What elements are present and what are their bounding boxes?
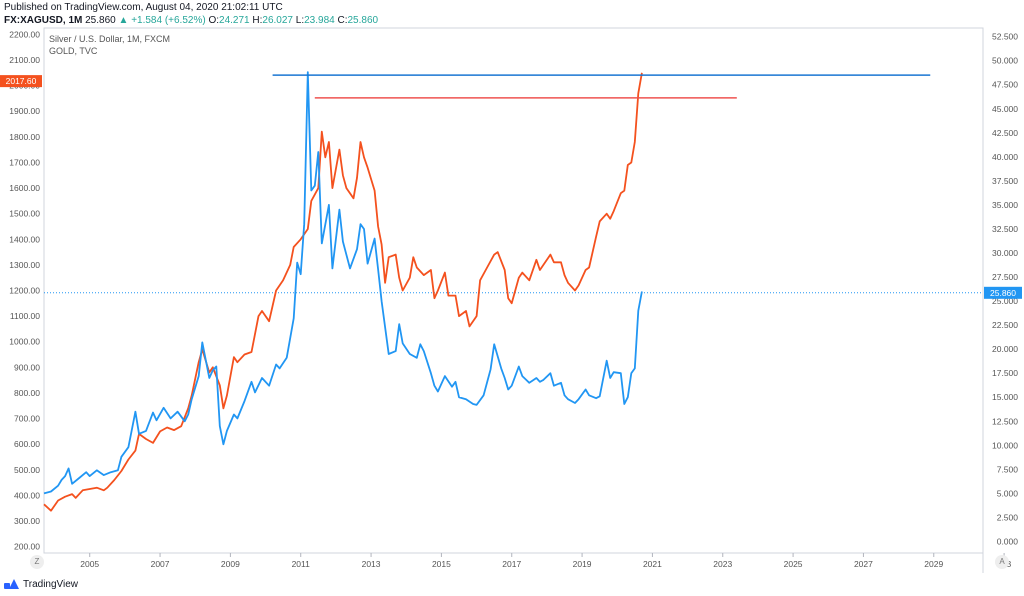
chart-legend: Silver / U.S. Dollar, 1M, FXCM GOLD, TVC [49, 33, 170, 57]
up-arrow-icon: ▲ [118, 15, 129, 26]
silver-last-value-badge [984, 286, 1022, 299]
left-tick-label: 900.00 [14, 362, 40, 372]
time-tick-label: 2015 [432, 559, 451, 569]
silver-series-line [43, 71, 643, 495]
time-tick-label: 2007 [151, 559, 170, 569]
tradingview-logo-icon [4, 578, 20, 590]
right-tick-label: 37.500 [992, 176, 1018, 186]
left-tick-label: 200.00 [14, 542, 40, 552]
left-tick-label: 1700.00 [9, 157, 40, 167]
right-tick-label: 30.000 [992, 248, 1018, 258]
close-label: C: [337, 15, 348, 26]
time-tick-label: 2027 [854, 559, 873, 569]
left-tick-label: 700.00 [14, 414, 40, 424]
right-tick-label: 17.500 [992, 368, 1018, 378]
right-tick-label: 47.500 [992, 80, 1018, 90]
left-tick-label: 600.00 [14, 439, 40, 449]
left-tick-label: 1400.00 [9, 234, 40, 244]
time-tick-label: 2023 [713, 559, 732, 569]
series-lines [43, 71, 643, 512]
time-tick-label: 2019 [573, 559, 592, 569]
right-tick-label: 0.000 [997, 536, 1019, 546]
right-axis: 0.000 2.500 5.000 7.500 10.000 12.500 15.000 17… [992, 32, 1018, 547]
left-tick-label: 300.00 [14, 516, 40, 526]
open-label: O: [208, 15, 220, 26]
silver-last-value-text: 25.860 [990, 288, 1016, 298]
right-tick-label: 12.500 [992, 416, 1018, 426]
right-tick-label: 45.000 [992, 104, 1018, 114]
symbol-name[interactable]: FX:XAGUSD, 1M [4, 15, 83, 26]
right-tick-label: 52.500 [992, 32, 1018, 42]
time-tick-label: 2021 [643, 559, 662, 569]
low-value: 23.984 [304, 15, 335, 26]
time-tick-label: 2011 [292, 559, 311, 569]
right-tick-label: 22.500 [992, 320, 1018, 330]
symbol-header: FX:XAGUSD, 1M 25.860 ▲ +1.584 (+6.52%) O… [4, 15, 378, 26]
right-tick-label: 2.500 [997, 512, 1019, 522]
left-tick-label: 800.00 [14, 388, 40, 398]
left-tick-label: 400.00 [14, 490, 40, 500]
close-value: 25.860 [347, 15, 379, 26]
plot-frame [43, 27, 984, 554]
left-tick-label: 1600.00 [9, 183, 40, 193]
left-tick-label: 1900.00 [9, 106, 40, 116]
left-tick-label: 2200.00 [9, 29, 40, 39]
left-tick-label: 1500.00 [9, 209, 40, 219]
gold-last-value-badge [0, 75, 42, 88]
right-tick-label: 7.500 [997, 464, 1019, 474]
gold-series-line [43, 72, 643, 512]
high-value: 26.027 [262, 15, 293, 26]
legend-silver[interactable]: Silver / U.S. Dollar, 1M, FXCM [49, 34, 171, 44]
left-tick-label: 1100.00 [10, 311, 40, 321]
gold-last-value-text: 2017.60 [6, 76, 37, 86]
legend-gold[interactable]: GOLD, TVC [49, 46, 98, 56]
time-tick-label: 2025 [784, 559, 803, 569]
auto-scale-left-button[interactable]: Z [30, 555, 44, 569]
left-tick-label: 1300.00 [9, 260, 40, 270]
time-tick-label: 2013 [362, 559, 381, 569]
right-tick-label: 15.000 [992, 392, 1018, 402]
right-tick-label: 35.000 [992, 200, 1018, 210]
right-tick-label: 5.000 [997, 488, 1019, 498]
tradingview-logo[interactable]: TradingView [4, 578, 78, 590]
left-axis: 200.00 300.00 400.00 500.00 600.00 700.00 800.… [9, 29, 40, 551]
time-tick-label: 2029 [924, 559, 943, 569]
right-tick-label: 42.500 [992, 128, 1018, 138]
published-header: Published on TradingView.com, August 04,… [4, 2, 283, 13]
time-axis: 2005 2007 2009 2011 2013 2015 2017 2019 2021 2023… [80, 553, 1011, 569]
right-tick-label: 32.500 [992, 224, 1018, 234]
tradingview-brand: TradingView [23, 578, 79, 590]
right-tick-label: 50.000 [992, 56, 1018, 66]
auto-scale-right-button[interactable]: A [995, 555, 1009, 569]
time-tick-label: 2009 [221, 559, 240, 569]
left-tick-label: 1800.00 [9, 132, 40, 142]
right-tick-label: 25.000 [992, 296, 1018, 306]
open-value: 24.271 [219, 15, 250, 26]
right-tick-label: 20.000 [992, 344, 1018, 354]
left-tick-label: 1000.00 [9, 337, 40, 347]
left-tick-label: 500.00 [14, 465, 40, 475]
last-value-labels: 2017.60 25.860 [0, 75, 1022, 299]
high-label: H: [252, 15, 263, 26]
last-price: 25.860 [85, 15, 116, 26]
left-tick-label: 2100.00 [9, 55, 40, 65]
time-tick-label: 2005 [80, 559, 99, 569]
left-tick-label: 1200.00 [9, 286, 40, 296]
drawn-horizontal-lines[interactable] [272, 74, 931, 99]
low-label: L: [295, 15, 305, 26]
right-tick-label: 10.000 [992, 440, 1018, 450]
price-change: +1.584 (+6.52%) [131, 15, 206, 26]
time-tick-label: 2017 [502, 559, 521, 569]
right-tick-label: 40.000 [992, 152, 1018, 162]
right-tick-label: 27.500 [992, 272, 1018, 282]
